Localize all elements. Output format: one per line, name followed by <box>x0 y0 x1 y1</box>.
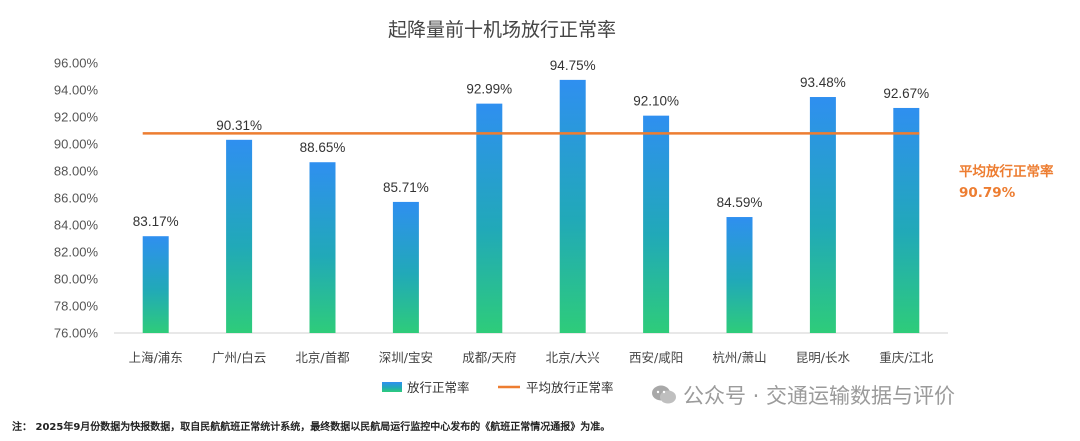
bar <box>226 139 253 333</box>
bar <box>392 201 419 333</box>
data-label: 84.59% <box>717 195 763 210</box>
data-label: 94.75% <box>550 58 596 73</box>
category-label: 广州/白云 <box>212 350 266 365</box>
category-label: 重庆/江北 <box>879 350 934 365</box>
y-tick-label: 92.00% <box>54 110 99 125</box>
data-label: 88.65% <box>300 140 346 155</box>
data-label: 83.17% <box>133 214 179 229</box>
bar <box>559 79 586 333</box>
legend: 放行正常率 平均放行正常率 <box>382 380 614 395</box>
bar <box>893 107 920 333</box>
y-tick-label: 80.00% <box>54 272 99 287</box>
data-label: 92.99% <box>466 82 512 97</box>
bar <box>142 236 169 333</box>
category-label: 西安/咸阳 <box>629 350 683 365</box>
watermark-text: 公众号 · 交通运输数据与评价 <box>683 384 956 408</box>
category-label: 上海/浦东 <box>129 350 183 365</box>
y-tick-label: 76.00% <box>54 326 99 341</box>
y-tick-label: 96.00% <box>54 56 99 71</box>
y-tick-label: 78.00% <box>54 299 99 314</box>
legend-line-label: 平均放行正常率 <box>526 380 614 395</box>
data-label: 93.48% <box>800 75 846 90</box>
data-label: 90.31% <box>216 118 262 133</box>
data-label: 85.71% <box>383 180 429 195</box>
bars-group <box>142 79 920 334</box>
bar <box>643 115 670 334</box>
bar <box>726 217 753 333</box>
watermark: 公众号 · 交通运输数据与评价 <box>651 380 955 410</box>
chart-title: 起降量前十机场放行正常率 <box>388 19 616 41</box>
category-label: 深圳/宝安 <box>379 350 433 365</box>
bar <box>309 162 336 333</box>
y-tick-label: 90.00% <box>54 137 99 152</box>
data-labels-group: 83.17% 90.31% 88.65% 85.71% 92.99% 94.75% 92.1… <box>133 58 929 229</box>
y-tick-label: 82.00% <box>54 245 99 260</box>
data-label: 92.67% <box>883 86 929 101</box>
category-labels-group: 上海/浦东 广州/白云 北京/首都 深圳/宝安 成都/天府 北京/大兴 西安/咸阳 杭州/萧山… <box>129 350 934 365</box>
category-label: 成都/天府 <box>462 350 516 365</box>
bar <box>476 103 503 333</box>
footnote: 注： 2025年9月份数据为快报数据，取自民航航班正常统计系统，最终数据以民航局… <box>12 422 611 433</box>
y-tick-label: 88.00% <box>54 164 99 179</box>
category-label: 昆明/长水 <box>796 350 851 365</box>
average-label-title: 平均放行正常率 <box>959 163 1054 180</box>
y-tick-label: 86.00% <box>54 191 99 206</box>
data-label: 92.10% <box>633 94 679 109</box>
y-tick-label: 94.00% <box>54 83 99 98</box>
legend-bar-label: 放行正常率 <box>407 380 470 395</box>
category-label: 杭州/萧山 <box>712 350 766 365</box>
category-label: 北京/首都 <box>295 350 350 365</box>
legend-bar-swatch <box>382 382 402 392</box>
y-axis: 76.00% 78.00% 80.00% 82.00% 84.00% 86.00% 88.0… <box>54 56 99 341</box>
bar <box>809 97 836 334</box>
wechat-icon <box>651 384 677 406</box>
category-label: 北京/大兴 <box>546 350 600 365</box>
y-tick-label: 84.00% <box>54 218 99 233</box>
average-label-value: 90.79% <box>959 185 1016 201</box>
